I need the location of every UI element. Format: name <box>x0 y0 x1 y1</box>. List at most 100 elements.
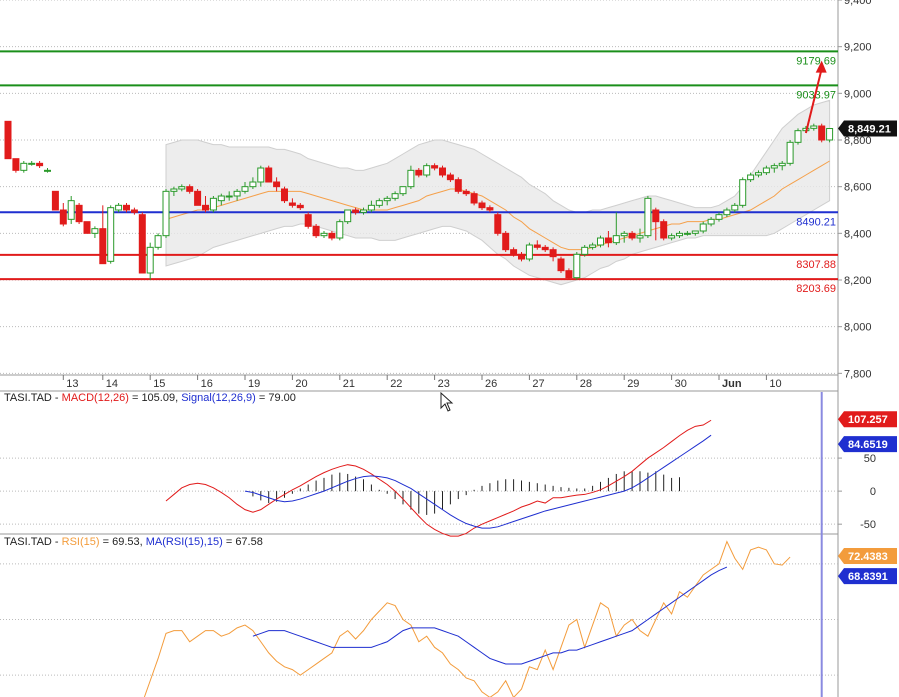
candle-body <box>597 237 604 246</box>
candle <box>660 219 668 241</box>
candle-body <box>786 141 794 164</box>
candle <box>67 196 75 224</box>
candle <box>59 203 67 227</box>
candle-body <box>676 232 683 237</box>
candle <box>573 252 581 280</box>
price-tick-label: 9,400 <box>844 0 872 7</box>
candle <box>502 231 510 252</box>
candle <box>178 184 186 192</box>
candle-body <box>328 232 336 239</box>
macd-legend-macd: MACD(12,26) <box>61 392 129 404</box>
rsi-legend-ma-value: = 67.58 <box>222 536 263 548</box>
level-label: 8307.88 <box>796 259 836 271</box>
candle-body <box>628 232 636 239</box>
candle-body <box>423 165 431 176</box>
candle-body <box>336 221 344 239</box>
candle-body <box>581 246 589 255</box>
candle-body <box>178 186 186 190</box>
price-tick-label: 9,000 <box>844 88 872 100</box>
candle <box>636 228 644 243</box>
candle <box>462 189 470 196</box>
candle-body <box>28 162 36 165</box>
candle-body <box>170 188 178 192</box>
candle <box>676 231 683 238</box>
candle <box>494 212 502 236</box>
macd-value-label: 107.257 <box>848 414 888 426</box>
candle-body <box>810 125 818 129</box>
candle <box>328 231 336 241</box>
candle-body <box>202 204 209 211</box>
price-tick-label: 8,200 <box>844 275 872 287</box>
candle-body <box>130 209 138 213</box>
candle <box>486 205 494 213</box>
candle <box>565 268 573 280</box>
macd-value-label: 84.6519 <box>848 439 888 451</box>
candle <box>288 198 296 208</box>
candle <box>233 189 241 201</box>
candle <box>762 165 770 175</box>
candle <box>83 221 91 234</box>
date-tick-label: 13 <box>66 378 78 390</box>
candle-body <box>281 188 288 202</box>
rsi-value-label: 72.4383 <box>848 551 888 563</box>
macd-tick-label: -50 <box>860 519 876 531</box>
date-tick-label: 20 <box>295 378 307 390</box>
candle-body <box>51 190 59 211</box>
candle-body <box>36 162 44 167</box>
candle <box>794 128 802 145</box>
candle <box>241 182 249 194</box>
candle-body <box>707 218 715 225</box>
candle-body <box>99 228 107 265</box>
candle <box>454 177 462 194</box>
candle-body <box>620 232 628 237</box>
candle-body <box>826 128 834 141</box>
candle <box>723 207 731 217</box>
candle <box>470 191 478 206</box>
candle <box>431 163 439 171</box>
candle <box>691 230 699 236</box>
candle-body <box>194 190 202 206</box>
candle <box>170 186 178 196</box>
candle <box>739 177 747 208</box>
candle <box>612 212 620 245</box>
date-tick-label: 22 <box>390 378 402 390</box>
candle-body <box>478 202 486 209</box>
candle <box>826 128 834 143</box>
candle <box>541 245 549 252</box>
candle <box>786 140 794 166</box>
candle <box>731 203 739 213</box>
candle <box>12 158 20 173</box>
candle <box>36 161 44 168</box>
candle <box>75 203 83 224</box>
candle <box>818 123 826 143</box>
candle <box>597 235 604 248</box>
macd-tick-label: 50 <box>864 453 876 465</box>
candle-body <box>383 197 391 202</box>
candle-body <box>91 228 99 234</box>
candle <box>265 165 273 183</box>
candle <box>478 200 486 210</box>
candle <box>510 247 518 257</box>
candle-body <box>755 172 762 176</box>
candle <box>604 231 612 248</box>
candle-body <box>739 179 747 206</box>
candle <box>249 177 257 189</box>
candle-body <box>502 232 510 251</box>
macd-legend-symbol: TASI.TAD <box>4 392 52 404</box>
price-tick-label: 8,000 <box>844 322 872 334</box>
candle <box>51 190 59 211</box>
candle <box>375 198 383 208</box>
candle <box>296 203 304 210</box>
macd-legend: TASI.TAD - MACD(12,26) = 105.09, Signal(… <box>4 392 296 404</box>
candle-body <box>541 246 549 251</box>
rsi-line <box>143 540 791 697</box>
candle-body <box>162 190 170 237</box>
candle <box>146 242 154 280</box>
candle-body <box>154 235 162 248</box>
candle-body <box>770 165 778 169</box>
candle <box>778 161 786 171</box>
candle-body <box>431 165 439 169</box>
rsi-value-label: 68.8391 <box>848 571 888 583</box>
candle <box>20 161 28 173</box>
